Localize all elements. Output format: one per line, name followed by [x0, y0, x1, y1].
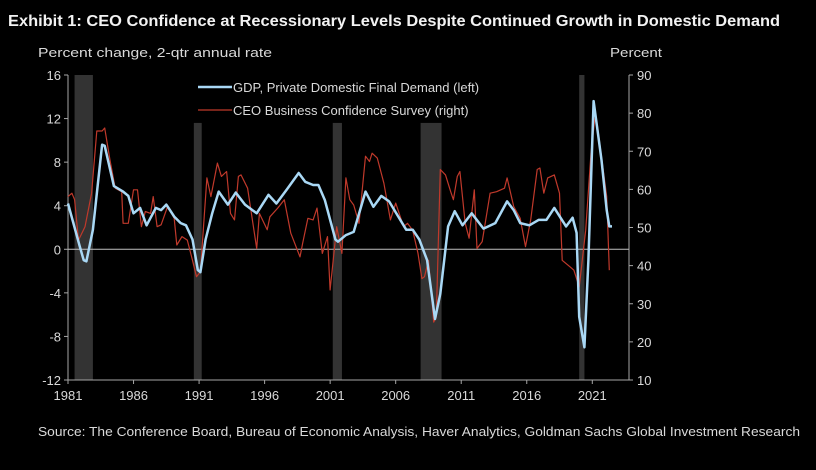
- left-tick-label: 8: [54, 155, 61, 170]
- x-tick-label: 1981: [54, 388, 83, 403]
- left-axis-label: Percent change, 2-qtr annual rate: [38, 45, 272, 60]
- x-tick-label: 1986: [119, 388, 148, 403]
- left-tick-label: -8: [49, 329, 61, 344]
- right-tick-label: 80: [637, 106, 651, 121]
- right-tick-label: 60: [637, 182, 651, 197]
- legend: GDP, Private Domestic Final Demand (left…: [198, 80, 479, 118]
- recession-bar: [579, 75, 585, 380]
- left-tick-label: 0: [54, 242, 61, 257]
- right-tick-label: 40: [637, 259, 651, 274]
- left-tick-label: -4: [49, 286, 61, 301]
- right-tick-label: 10: [637, 373, 651, 388]
- legend-label-gdp: GDP, Private Domestic Final Demand (left…: [233, 80, 479, 95]
- series-lines: [66, 99, 612, 349]
- recession-bar: [193, 122, 202, 380]
- left-tick-label: -12: [42, 373, 61, 388]
- x-tick-label: 1991: [185, 388, 214, 403]
- x-tick-label: 2006: [381, 388, 410, 403]
- left-tick-label: 16: [47, 68, 61, 83]
- legend-label-ceo: CEO Business Confidence Survey (right): [233, 103, 469, 118]
- recession-bars: [74, 75, 585, 380]
- chart-title: Exhibit 1: CEO Confidence at Recessionar…: [8, 13, 780, 30]
- right-tick-label: 20: [637, 335, 651, 350]
- x-tick-label: 2021: [578, 388, 607, 403]
- left-tick-label: 4: [54, 199, 61, 214]
- right-axis-label: Percent: [610, 45, 662, 60]
- recession-bar: [332, 122, 342, 380]
- x-tick-label: 2016: [512, 388, 541, 403]
- gdp-demand-line: [66, 99, 612, 349]
- x-tick-label: 2011: [447, 388, 475, 403]
- x-tick-label: 1996: [250, 388, 279, 403]
- right-tick-label: 90: [637, 68, 651, 83]
- recession-bar: [74, 75, 93, 380]
- x-tick-label: 2001: [316, 388, 345, 403]
- right-tick-label: 70: [637, 144, 651, 159]
- right-tick-label: 50: [637, 221, 651, 236]
- left-tick-label: 12: [47, 112, 61, 127]
- source-note: Source: The Conference Board, Bureau of …: [38, 424, 800, 439]
- right-tick-label: 30: [637, 297, 651, 312]
